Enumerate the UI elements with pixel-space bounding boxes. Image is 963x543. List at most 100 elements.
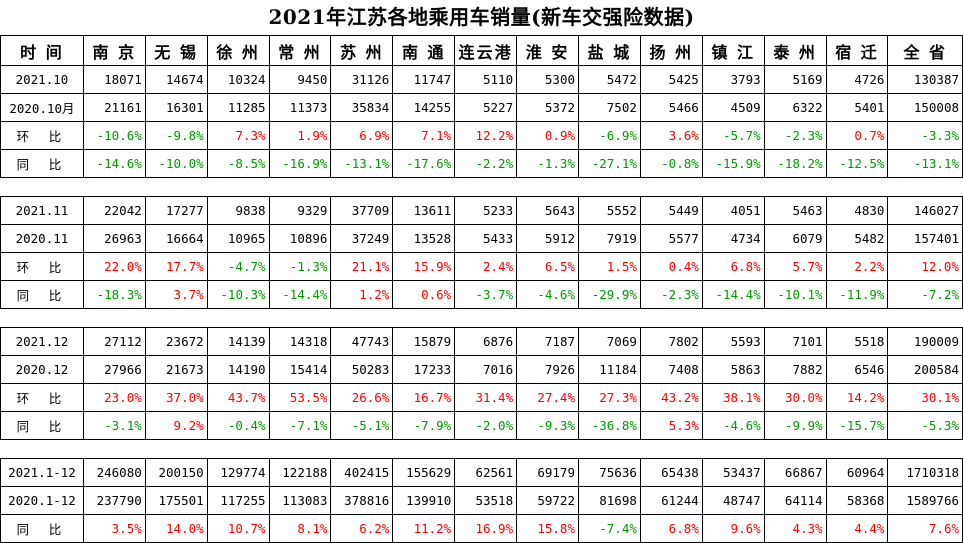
value-cell: 122188 <box>268 458 332 487</box>
percent-cell: -15.9% <box>701 149 765 178</box>
column-header: 扬 州 <box>639 35 703 66</box>
value-cell: 246080 <box>82 458 146 487</box>
percent-cell: 17.7% <box>144 252 208 281</box>
percent-cell: -6.9% <box>578 121 641 150</box>
percent-cell: -14.4% <box>701 280 765 309</box>
value-cell: 1589766 <box>887 486 963 515</box>
percent-cell: 23.0% <box>82 383 146 412</box>
value-cell: 61244 <box>639 486 703 515</box>
percent-cell: -17.6% <box>392 149 456 178</box>
row-label: 2020.1-12 <box>0 486 84 515</box>
value-cell: 7101 <box>763 327 827 356</box>
column-header: 连云港 <box>454 35 518 66</box>
percent-cell: -29.9% <box>578 280 641 309</box>
percent-cell: 43.2% <box>639 383 703 412</box>
percent-cell: -18.2% <box>763 149 827 178</box>
percent-cell: -8.5% <box>206 149 270 178</box>
percent-cell: 38.1% <box>701 383 765 412</box>
value-cell: 130387 <box>887 65 963 94</box>
percent-cell: -2.2% <box>454 149 518 178</box>
value-cell: 5593 <box>701 327 765 356</box>
spacer-cell <box>0 177 963 197</box>
percent-cell: -1.3% <box>268 252 332 281</box>
value-cell: 5233 <box>454 196 518 225</box>
percent-cell: -3.1% <box>82 411 146 440</box>
value-cell: 75636 <box>578 458 641 487</box>
percent-cell: -7.1% <box>268 411 332 440</box>
value-cell: 3793 <box>701 65 765 94</box>
percent-cell: -5.7% <box>701 121 765 150</box>
value-cell: 18071 <box>82 65 146 94</box>
value-cell: 53518 <box>454 486 518 515</box>
value-cell: 17277 <box>144 196 208 225</box>
value-cell: 4509 <box>701 93 765 122</box>
row-label: 环 比 <box>0 383 84 412</box>
value-cell: 6322 <box>763 93 827 122</box>
percent-cell: -2.3% <box>639 280 703 309</box>
percent-cell: -2.0% <box>454 411 518 440</box>
value-cell: 7882 <box>763 355 827 384</box>
column-header: 常 州 <box>268 35 332 66</box>
value-cell: 7069 <box>578 327 641 356</box>
value-cell: 4051 <box>701 196 765 225</box>
value-cell: 129774 <box>206 458 270 487</box>
value-cell: 7408 <box>639 355 703 384</box>
value-cell: 378816 <box>330 486 394 515</box>
table-row: 2020.12 27966 21673 14190 15414 50283 17233 701… <box>0 355 963 384</box>
percent-cell: -1.3% <box>516 149 579 178</box>
percent-cell: 16.7% <box>392 383 456 412</box>
percent-cell: 43.7% <box>206 383 270 412</box>
column-header: 宿 迁 <box>825 35 889 66</box>
value-cell: 15414 <box>268 355 332 384</box>
percent-cell: -0.8% <box>639 149 703 178</box>
value-cell: 11285 <box>206 93 270 122</box>
value-cell: 5466 <box>639 93 703 122</box>
percent-cell: -12.5% <box>825 149 889 178</box>
percent-cell: 7.1% <box>392 121 456 150</box>
value-cell: 9838 <box>206 196 270 225</box>
percent-cell: 1.9% <box>268 121 332 150</box>
percent-cell: 7.3% <box>206 121 270 150</box>
value-cell: 5300 <box>516 65 579 94</box>
value-cell: 7919 <box>578 224 641 253</box>
value-cell: 60964 <box>825 458 889 487</box>
value-cell: 4734 <box>701 224 765 253</box>
group-spacer <box>0 308 963 328</box>
value-cell: 6546 <box>825 355 889 384</box>
value-cell: 5449 <box>639 196 703 225</box>
table-row: 2021.12 27112 23672 14139 14318 47743 15879 687… <box>0 327 963 356</box>
table-row: 同 比 -3.1% 9.2% -0.4% -7.1% -5.1% -7.9% -2.0% -9.… <box>0 411 963 440</box>
row-label: 2021.1-12 <box>0 458 84 487</box>
sheet-title: 2021年江苏各地乘用车销量(新车交强险数据) <box>268 5 695 29</box>
value-cell: 31126 <box>330 65 394 94</box>
percent-cell: 6.8% <box>701 252 765 281</box>
percent-cell: -7.2% <box>887 280 963 309</box>
value-cell: 11373 <box>268 93 332 122</box>
value-cell: 200150 <box>144 458 208 487</box>
value-cell: 27966 <box>82 355 146 384</box>
row-label: 同 比 <box>0 149 84 178</box>
row-label: 2020.10月 <box>0 93 84 122</box>
percent-cell: 6.9% <box>330 121 394 150</box>
value-cell: 190009 <box>887 327 963 356</box>
value-cell: 157401 <box>887 224 963 253</box>
percent-cell: 53.5% <box>268 383 332 412</box>
column-header: 全 省 <box>887 35 963 66</box>
value-cell: 65438 <box>639 458 703 487</box>
column-header: 淮 安 <box>516 35 579 66</box>
percent-cell: 0.4% <box>639 252 703 281</box>
row-label: 同 比 <box>0 280 84 309</box>
percent-cell: 27.4% <box>516 383 579 412</box>
row-label: 2021.11 <box>0 196 84 225</box>
value-cell: 4726 <box>825 65 889 94</box>
row-label: 2021.12 <box>0 327 84 356</box>
spacer-cell <box>0 308 963 328</box>
value-cell: 5863 <box>701 355 765 384</box>
table-row: 同 比 -18.3% 3.7% -10.3% -14.4% 1.2% 0.6% -3.7% -4… <box>0 280 963 309</box>
percent-cell: 0.6% <box>392 280 456 309</box>
percent-cell: -3.3% <box>887 121 963 150</box>
value-cell: 5425 <box>639 65 703 94</box>
spacer-cell <box>0 439 963 459</box>
group-spacer <box>0 177 963 197</box>
percent-cell: -5.1% <box>330 411 394 440</box>
